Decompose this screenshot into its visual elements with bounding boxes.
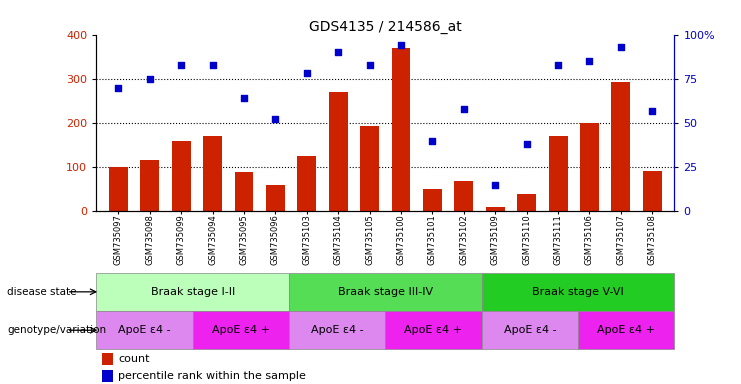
Bar — [454, 181, 473, 211]
Point — [207, 61, 219, 68]
Point — [364, 61, 376, 68]
Point — [175, 61, 187, 68]
Text: disease state: disease state — [7, 287, 77, 297]
Bar — [360, 126, 379, 211]
Point — [584, 58, 596, 64]
Point — [552, 61, 564, 68]
Bar — [611, 82, 631, 211]
Bar — [548, 136, 568, 211]
Bar — [109, 167, 127, 211]
Text: ApoE ε4 -: ApoE ε4 - — [503, 325, 556, 335]
Text: Braak stage I-II: Braak stage I-II — [150, 287, 235, 297]
Bar — [289, 311, 385, 349]
Bar — [643, 170, 662, 211]
Bar — [517, 194, 536, 211]
Bar — [102, 370, 113, 382]
Point — [646, 108, 658, 114]
Bar — [423, 189, 442, 211]
Bar — [96, 311, 193, 349]
Bar — [266, 185, 285, 211]
Bar — [96, 273, 289, 311]
Text: Braak stage III-IV: Braak stage III-IV — [338, 287, 433, 297]
Bar — [391, 48, 411, 211]
Bar — [289, 273, 482, 311]
Point — [144, 76, 156, 82]
Bar — [193, 311, 289, 349]
Bar — [486, 207, 505, 211]
Point — [395, 42, 407, 48]
Point — [238, 95, 250, 101]
Text: count: count — [119, 354, 150, 364]
Bar — [482, 311, 578, 349]
Point — [113, 84, 124, 91]
Bar — [578, 311, 674, 349]
Point — [427, 137, 439, 144]
Point — [332, 49, 344, 55]
Bar — [385, 311, 482, 349]
Bar — [140, 161, 159, 211]
Text: ApoE ε4 +: ApoE ε4 + — [212, 325, 270, 335]
Text: ApoE ε4 +: ApoE ε4 + — [405, 325, 462, 335]
Point — [615, 44, 627, 50]
Point — [301, 70, 313, 76]
Text: Braak stage V-VI: Braak stage V-VI — [532, 287, 624, 297]
Text: genotype/variation: genotype/variation — [7, 325, 107, 335]
Bar — [297, 156, 316, 211]
Bar — [482, 273, 674, 311]
Text: ApoE ε4 -: ApoE ε4 - — [310, 325, 364, 335]
Bar — [102, 353, 113, 365]
Point — [270, 116, 282, 122]
Point — [489, 182, 501, 188]
Bar — [172, 141, 190, 211]
Text: ApoE ε4 -: ApoE ε4 - — [118, 325, 171, 335]
Text: ApoE ε4 +: ApoE ε4 + — [597, 325, 655, 335]
Bar — [203, 136, 222, 211]
Title: GDS4135 / 214586_at: GDS4135 / 214586_at — [309, 20, 462, 33]
Text: percentile rank within the sample: percentile rank within the sample — [119, 371, 306, 381]
Bar — [580, 123, 599, 211]
Point — [521, 141, 533, 147]
Bar — [235, 172, 253, 211]
Point — [458, 106, 470, 112]
Bar — [329, 92, 348, 211]
